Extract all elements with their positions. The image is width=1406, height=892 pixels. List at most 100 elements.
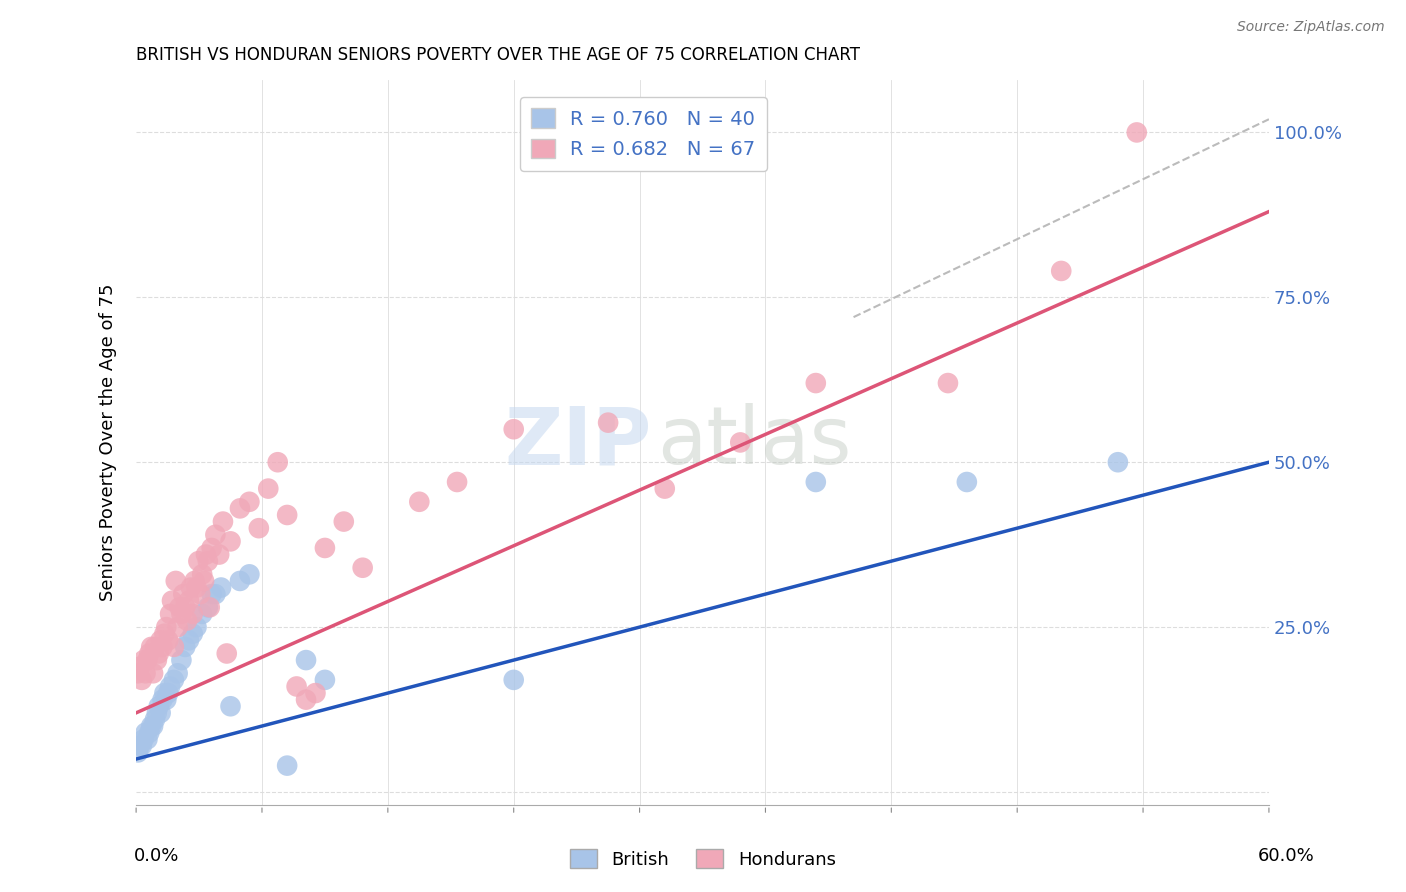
Point [136,653,159,667]
Point [166,666,188,681]
Point [197,600,219,615]
Point [201,541,224,555]
Point [157,686,180,700]
Point [138,725,160,739]
Point [502,673,524,687]
Point [1126,125,1149,139]
Point [804,376,827,390]
Point [314,673,336,687]
Point [174,600,197,615]
Text: atlas: atlas [657,403,852,482]
Point [186,620,208,634]
Point [155,620,177,634]
Point [1107,455,1129,469]
Point [187,554,209,568]
Point [141,719,163,733]
Point [132,732,155,747]
Point [352,560,374,574]
Point [143,640,166,654]
Point [267,455,290,469]
Point [295,692,318,706]
Point [177,593,200,607]
Point [165,574,187,588]
Point [502,422,524,436]
Point [166,620,188,634]
Point [188,587,211,601]
Point [295,653,318,667]
Point [446,475,468,489]
Point [219,699,242,714]
Legend: British, Hondurans: British, Hondurans [562,842,844,876]
Point [146,653,169,667]
Point [204,528,226,542]
Point [149,633,172,648]
Text: 60.0%: 60.0% [1258,847,1315,865]
Point [148,699,170,714]
Legend: R = 0.760   N = 40, R = 0.682   N = 67: R = 0.760 N = 40, R = 0.682 N = 67 [520,96,768,170]
Point [208,548,231,562]
Point [219,534,242,549]
Point [257,482,280,496]
Point [238,567,260,582]
Point [304,686,326,700]
Point [177,633,200,648]
Point [191,607,214,621]
Point [197,554,219,568]
Point [136,732,159,747]
Point [176,614,198,628]
Y-axis label: Seniors Poverty Over the Age of 75: Seniors Poverty Over the Age of 75 [100,284,117,601]
Point [408,495,430,509]
Point [181,607,204,621]
Point [170,653,193,667]
Point [204,587,226,601]
Point [148,647,170,661]
Point [598,416,620,430]
Point [159,680,181,694]
Point [212,515,235,529]
Point [149,706,172,720]
Point [276,758,298,772]
Point [333,515,356,529]
Point [153,626,176,640]
Point [198,600,221,615]
Point [127,666,149,681]
Point [135,666,157,681]
Point [142,719,165,733]
Point [193,574,215,588]
Point [146,706,169,720]
Point [170,607,193,621]
Point [804,475,827,489]
Point [285,680,308,694]
Point [169,600,191,615]
Point [128,659,150,673]
Point [138,647,160,661]
Point [215,647,238,661]
Point [160,593,183,607]
Point [201,587,224,601]
Point [143,713,166,727]
Point [172,587,194,601]
Point [163,673,186,687]
Point [155,692,177,706]
Point [654,482,676,496]
Point [174,640,197,654]
Point [142,666,165,681]
Point [132,653,155,667]
Point [209,581,232,595]
Point [181,626,204,640]
Point [229,574,252,588]
Point [730,435,752,450]
Text: ZIP: ZIP [505,403,651,482]
Point [157,633,180,648]
Point [153,686,176,700]
Point [180,581,202,595]
Point [191,567,214,582]
Text: BRITISH VS HONDURAN SENIORS POVERTY OVER THE AGE OF 75 CORRELATION CHART: BRITISH VS HONDURAN SENIORS POVERTY OVER… [136,46,860,64]
Point [276,508,298,522]
Point [936,376,959,390]
Point [183,574,205,588]
Point [152,692,174,706]
Point [141,640,163,654]
Point [163,640,186,654]
Point [131,673,153,687]
